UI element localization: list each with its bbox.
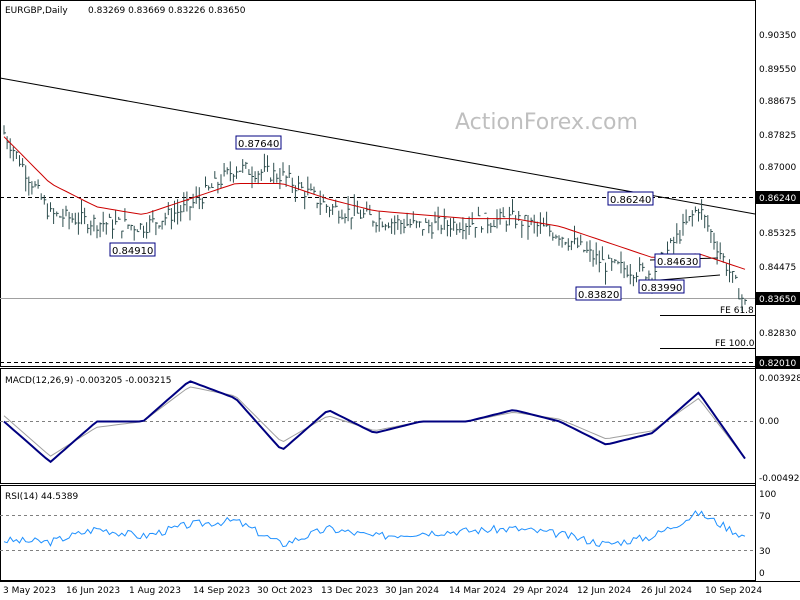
x-axis: 3 May 2023 16 Jun 2023 1 Aug 2023 14 Sep… bbox=[3, 586, 762, 596]
x-tick: 3 May 2023 bbox=[3, 586, 56, 596]
rsi-tick: 0 bbox=[759, 569, 765, 579]
annotation-text: 0.86240 bbox=[610, 195, 651, 206]
x-tick: 16 Jun 2023 bbox=[66, 586, 120, 596]
fe-100-label: FE 100.0 bbox=[715, 339, 755, 349]
price-tick: 0.90350 bbox=[759, 31, 796, 41]
level-box bbox=[756, 356, 800, 369]
macd-signal-line bbox=[3, 386, 746, 459]
x-tick: 29 Apr 2024 bbox=[513, 586, 569, 596]
price-tick: 0.87000 bbox=[759, 163, 796, 173]
level-box bbox=[756, 292, 800, 305]
x-tick: 14 Sep 2023 bbox=[193, 586, 250, 596]
annotation-box bbox=[235, 135, 282, 150]
price-tick: 0.87825 bbox=[759, 131, 796, 141]
highlighted-levels: 0.86240 0.83650 0.82010 bbox=[756, 191, 800, 369]
price-tick: 0.88675 bbox=[759, 97, 796, 107]
long-trend-line bbox=[0, 77, 756, 215]
price-axis: 0.90350 0.89550 0.88675 0.87825 0.87000 … bbox=[759, 31, 796, 339]
macd-tick: -0.004929 bbox=[759, 474, 800, 484]
annotation-box bbox=[638, 279, 685, 294]
x-tick: 30 Jan 2024 bbox=[385, 586, 439, 596]
price-tick: 0.85325 bbox=[759, 229, 796, 239]
rsi-line bbox=[3, 510, 746, 548]
annotation-box bbox=[607, 191, 654, 206]
macd-tick: 0.003928 bbox=[759, 374, 800, 384]
x-tick: 13 Dec 2023 bbox=[321, 586, 379, 596]
rsi-tick: 100 bbox=[759, 490, 776, 500]
short-trend-line-2 bbox=[659, 274, 721, 281]
annotation-box bbox=[575, 286, 622, 301]
rsi-title: RSI(14) 44.5389 bbox=[5, 492, 78, 502]
level-label: 0.82010 bbox=[759, 359, 796, 369]
annotation-box bbox=[654, 253, 701, 268]
ma-line bbox=[3, 136, 746, 270]
annotation-text: 0.84910 bbox=[112, 246, 153, 257]
annotation-text: 0.83820 bbox=[578, 290, 619, 301]
annotation-box bbox=[109, 242, 156, 257]
annotation-text: 0.87640 bbox=[238, 139, 279, 150]
price-tick: 0.82830 bbox=[759, 329, 796, 339]
chart-header-symbol: EURGBP,Daily bbox=[5, 6, 68, 16]
level-label: 0.86240 bbox=[759, 194, 796, 204]
annotation-labels: 0.87640 0.84910 0.86240 0.84630 0.83990 … bbox=[109, 135, 701, 301]
price-tick: 0.89550 bbox=[759, 65, 796, 75]
x-tick: 26 Jul 2024 bbox=[641, 586, 692, 596]
price-panel-frame bbox=[0, 0, 756, 367]
x-tick: 12 Jun 2024 bbox=[577, 586, 631, 596]
macd-line bbox=[3, 380, 746, 464]
price-tick: 0.84475 bbox=[759, 263, 796, 273]
panel-frames bbox=[0, 0, 800, 582]
chart-header-ohlc: 0.83269 0.83669 0.83226 0.83650 bbox=[88, 6, 246, 16]
price-bars bbox=[3, 125, 747, 312]
fe-61-label: FE 61.8 bbox=[720, 306, 754, 316]
rsi-tick: 30 bbox=[759, 547, 771, 557]
level-box bbox=[756, 191, 800, 204]
annotation-text: 0.83990 bbox=[641, 283, 682, 294]
x-tick: 30 Oct 2023 bbox=[257, 586, 313, 596]
x-tick: 1 Aug 2023 bbox=[129, 586, 181, 596]
level-lines: FE 61.8 FE 100.0 bbox=[0, 197, 755, 363]
macd-tick: 0.00 bbox=[759, 417, 779, 427]
rsi-tick: 70 bbox=[759, 512, 771, 522]
macd-title: MACD(12,26,9) -0.003205 -0.003215 bbox=[5, 376, 171, 386]
watermark: ActionForex.com bbox=[455, 110, 638, 135]
level-label: 0.83650 bbox=[759, 295, 796, 305]
x-tick: 10 Sep 2024 bbox=[705, 586, 762, 596]
annotation-text: 0.84630 bbox=[657, 257, 698, 268]
x-tick: 14 Mar 2024 bbox=[449, 586, 506, 596]
